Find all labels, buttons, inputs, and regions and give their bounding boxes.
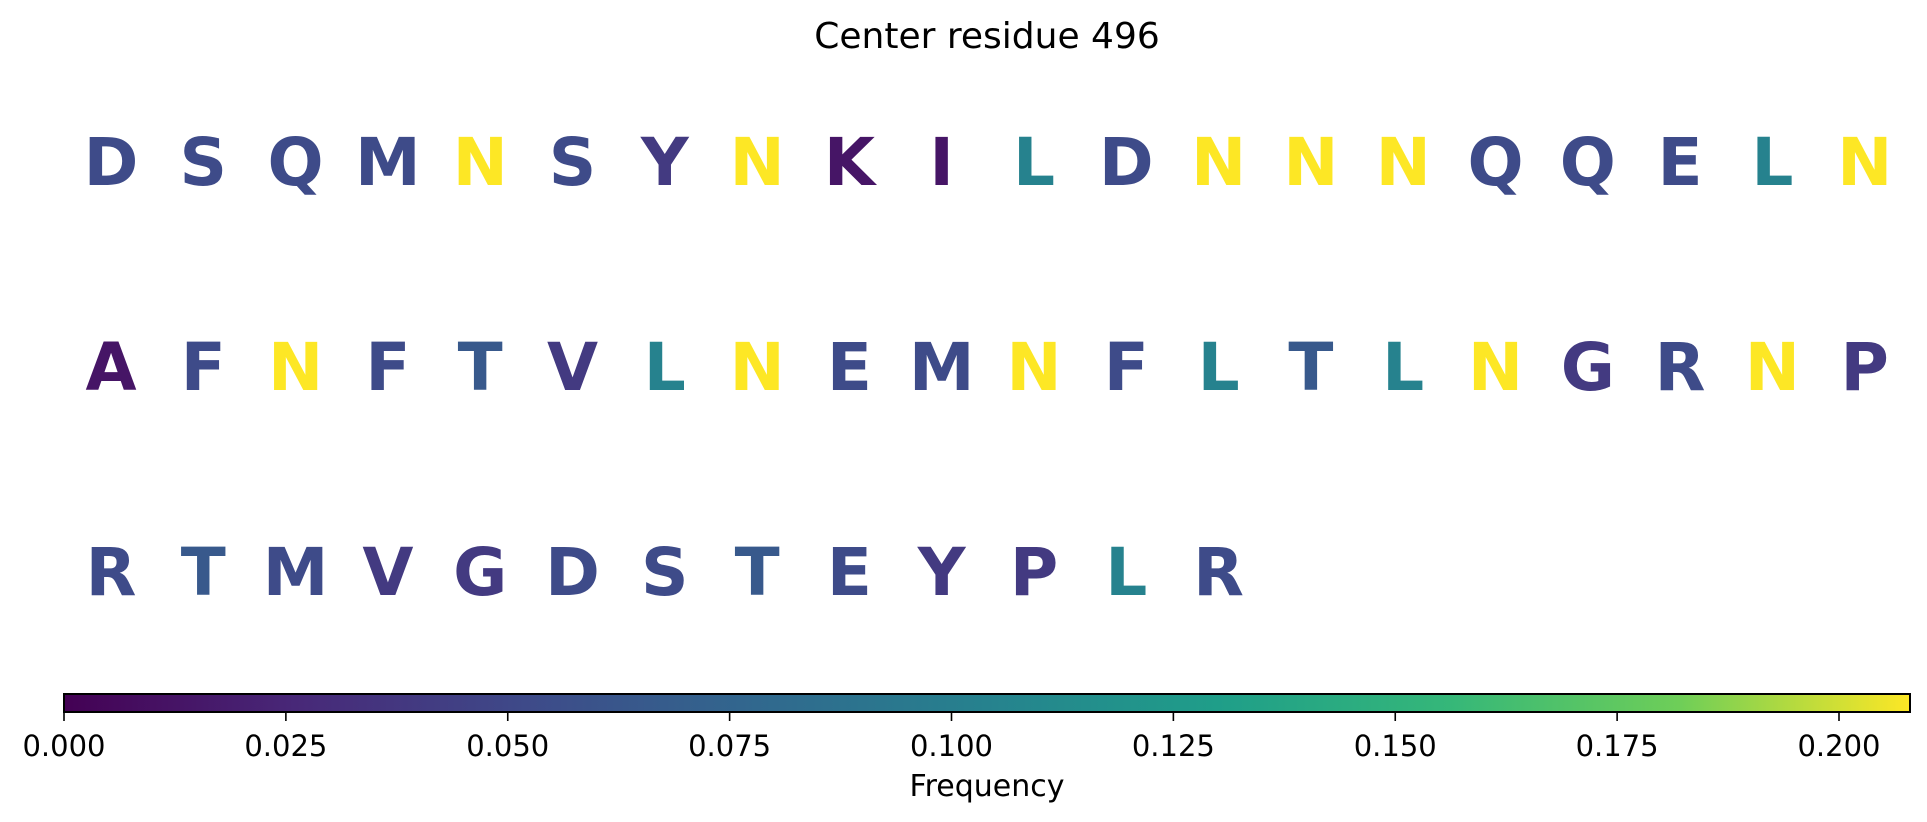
residue-letter: M — [909, 329, 975, 406]
residue-letter: L — [1013, 124, 1055, 201]
residue-letter: Q — [268, 124, 324, 201]
residue-letter: N — [729, 124, 784, 201]
residue-letter: N — [453, 124, 508, 201]
residue-letter: L — [644, 329, 686, 406]
residue-letter: D — [545, 534, 600, 611]
colorbar-ticks: 0.000 0.025 0.050 0.075 0.100 0.125 0.150 0.175… — [22, 712, 1881, 763]
residue-letter: L — [1198, 329, 1240, 406]
colorbar-tick-label: 0.000 — [22, 729, 105, 763]
residue-letter: M — [355, 124, 421, 201]
residue-letter: E — [827, 329, 872, 406]
residue-letter: S — [180, 124, 228, 201]
colorbar-outline — [63, 693, 1911, 713]
residue-letter: N — [1837, 124, 1892, 201]
residue-letter: E — [1658, 124, 1703, 201]
residue-letter: N — [1745, 329, 1800, 406]
residue-letter: S — [641, 534, 689, 611]
residue-grid: D S Q M N S Y N K I L D N N N Q Q E L NA F N F T V L N E M N F L T L N G R N P… — [84, 124, 1893, 611]
residue-letter: K — [824, 124, 878, 201]
colorbar-label: Frequency — [910, 769, 1065, 804]
colorbar-tick-label: 0.175 — [1576, 729, 1659, 763]
residue-letter: A — [85, 329, 136, 406]
residue-letter: N — [1283, 124, 1338, 201]
residue-letter: T — [1288, 329, 1333, 406]
colorbar: 0.000 0.025 0.050 0.075 0.100 0.125 0.150 0.175… — [22, 693, 1911, 804]
residue-letter: D — [84, 124, 139, 201]
residue-letter: Y — [640, 124, 690, 201]
residue-letter: R — [1193, 534, 1244, 611]
residue-letter: N — [1006, 329, 1061, 406]
residue-letter: F — [365, 329, 410, 406]
chart-title: Center residue 496 — [814, 16, 1160, 57]
residue-letter: F — [1104, 329, 1149, 406]
colorbar-tick-label: 0.100 — [910, 729, 993, 763]
residue-letter: T — [458, 329, 503, 406]
colorbar-tick-label: 0.200 — [1797, 729, 1880, 763]
residue-letter: V — [547, 329, 598, 406]
colorbar-gradient — [64, 694, 1910, 712]
residue-letter: N — [268, 329, 323, 406]
colorbar-tick-label: 0.050 — [466, 729, 549, 763]
residue-letter: S — [549, 124, 597, 201]
residue-letter: P — [1841, 329, 1889, 406]
residue-letter: N — [1468, 329, 1523, 406]
residue-letter: L — [1105, 534, 1147, 611]
colorbar-tick-label: 0.075 — [688, 729, 771, 763]
residue-letter: L — [1382, 329, 1424, 406]
colorbar-tick-label: 0.025 — [244, 729, 327, 763]
residue-letter: F — [181, 329, 226, 406]
residue-letter: P — [1010, 534, 1058, 611]
residue-letter: Y — [917, 534, 967, 611]
residue-letter: E — [827, 534, 872, 611]
residue-letter: G — [1561, 329, 1615, 406]
colorbar-tick-label: 0.150 — [1354, 729, 1437, 763]
residue-letter: R — [86, 534, 137, 611]
residue-letter: V — [362, 534, 413, 611]
residue-letter: L — [1751, 124, 1793, 201]
residue-letter: Q — [1560, 124, 1616, 201]
residue-letter: M — [263, 534, 329, 611]
residue-letter: G — [453, 534, 507, 611]
residue-letter: N — [729, 329, 784, 406]
colorbar-tick-label: 0.125 — [1132, 729, 1215, 763]
residue-letter: Q — [1467, 124, 1523, 201]
residue-letter: I — [929, 124, 954, 201]
residue-letter: N — [1191, 124, 1246, 201]
residue-letter: T — [735, 534, 780, 611]
residue-letter: T — [181, 534, 226, 611]
residue-letter: R — [1655, 329, 1706, 406]
residue-letter: N — [1376, 124, 1431, 201]
residue-letter: D — [1099, 124, 1154, 201]
